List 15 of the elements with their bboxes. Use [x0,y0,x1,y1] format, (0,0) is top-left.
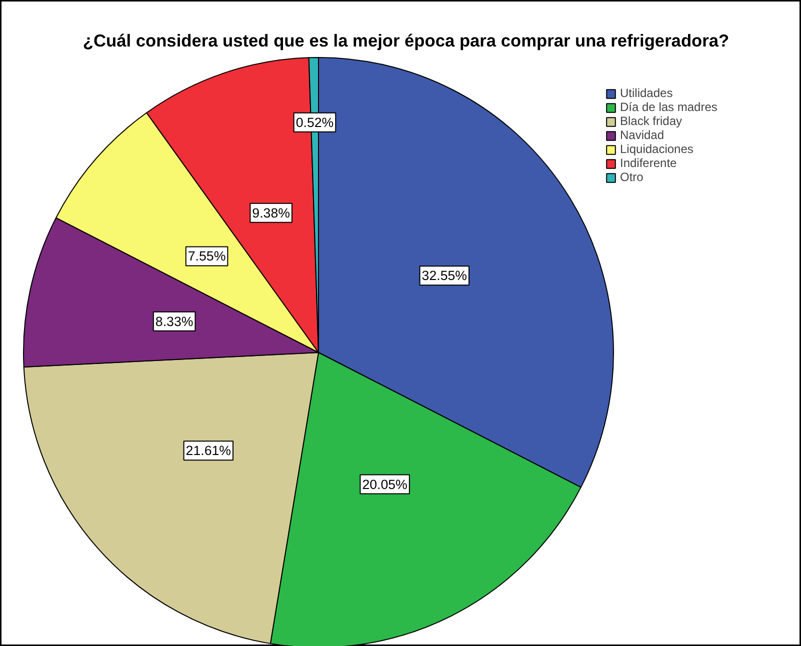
legend-label: Navidad [620,128,664,142]
data-label: 8.33% [155,314,194,329]
data-label: 7.55% [188,248,226,264]
data-label: 32.55% [422,268,468,284]
chart-title: ¿Cuál considera usted que es la mejor época para comprar una refrigeradora? [82,30,730,50]
legend-label: Indiferente [620,156,677,170]
legend-label: Black friday [620,114,682,128]
data-label: 0.52% [296,114,334,130]
data-label: 21.61% [186,443,232,458]
legend-label: Utilidades [620,86,673,100]
legend-label: Otro [620,170,644,184]
legend-label: Día de las madres [620,100,718,114]
data-label: 9.38% [252,205,290,220]
data-label: 20.05% [362,476,408,492]
legend-label: Liquidaciones [620,142,694,156]
